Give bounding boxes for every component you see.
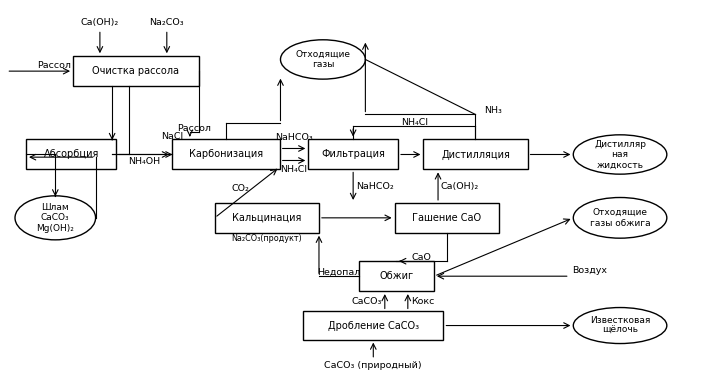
Text: Карбонизация: Карбонизация [188,149,263,159]
FancyBboxPatch shape [73,56,199,86]
Text: Na₂CO₃: Na₂CO₃ [149,18,184,27]
FancyBboxPatch shape [215,203,319,233]
Text: Рассол: Рассол [178,124,211,133]
Text: NaCl: NaCl [161,132,183,141]
Text: Абсорбция: Абсорбция [44,149,99,159]
Text: Отходящие
газы: Отходящие газы [295,50,350,69]
Ellipse shape [573,135,667,174]
Text: СаСО₃ (природный): СаСО₃ (природный) [325,361,422,370]
FancyBboxPatch shape [26,140,116,170]
Text: Кальцинация: Кальцинация [232,213,302,223]
FancyBboxPatch shape [394,203,499,233]
Text: Шлам
СаСО₃
Mg(OH)₂: Шлам СаСО₃ Mg(OH)₂ [36,203,74,233]
FancyBboxPatch shape [423,140,528,170]
Text: Известковая
щёлочь: Известковая щёлочь [590,316,650,335]
Text: Кокс: Кокс [410,297,434,306]
Ellipse shape [573,198,667,238]
Text: NH₄Cl: NH₄Cl [401,117,428,127]
Text: Фильтрация: Фильтрация [321,149,385,159]
Ellipse shape [281,40,365,79]
Text: Дистилляция: Дистилляция [441,149,510,159]
Text: NH₃: NH₃ [484,106,502,115]
Text: Очистка рассола: Очистка рассола [92,66,179,76]
FancyBboxPatch shape [172,140,280,170]
Ellipse shape [573,308,667,343]
Text: Na₂CO₃(продукт): Na₂CO₃(продукт) [231,234,302,244]
Text: NH₄OH: NH₄OH [128,157,160,166]
Text: NaHCO₂: NaHCO₂ [356,182,394,191]
Text: Дробление СаСО₃: Дробление СаСО₃ [328,321,419,331]
Text: Рассол: Рассол [37,61,71,70]
Text: Дистилляр
ная
жидкость: Дистилляр ная жидкость [594,140,646,169]
Text: NaHCO₃: NaHCO₃ [275,133,313,142]
Text: Отходящие
газы обжига: Отходящие газы обжига [589,208,650,228]
Text: NH₄Cl: NH₄Cl [281,165,307,174]
FancyBboxPatch shape [359,261,434,291]
Text: Обжиг: Обжиг [379,271,413,281]
Text: СаСО₃: СаСО₃ [352,297,382,306]
FancyBboxPatch shape [303,311,444,340]
Text: Воздух: Воздух [572,266,608,275]
FancyBboxPatch shape [308,140,398,170]
Text: Гашение СаО: Гашение СаО [412,213,481,223]
Text: Ca(OH)₂: Ca(OH)₂ [80,18,119,27]
Text: CO₂: CO₂ [231,184,249,193]
Text: CaO: CaO [412,253,431,262]
Ellipse shape [15,196,96,240]
Text: Недопал: Недопал [317,268,360,277]
Text: Ca(OH)₂: Ca(OH)₂ [440,182,478,191]
